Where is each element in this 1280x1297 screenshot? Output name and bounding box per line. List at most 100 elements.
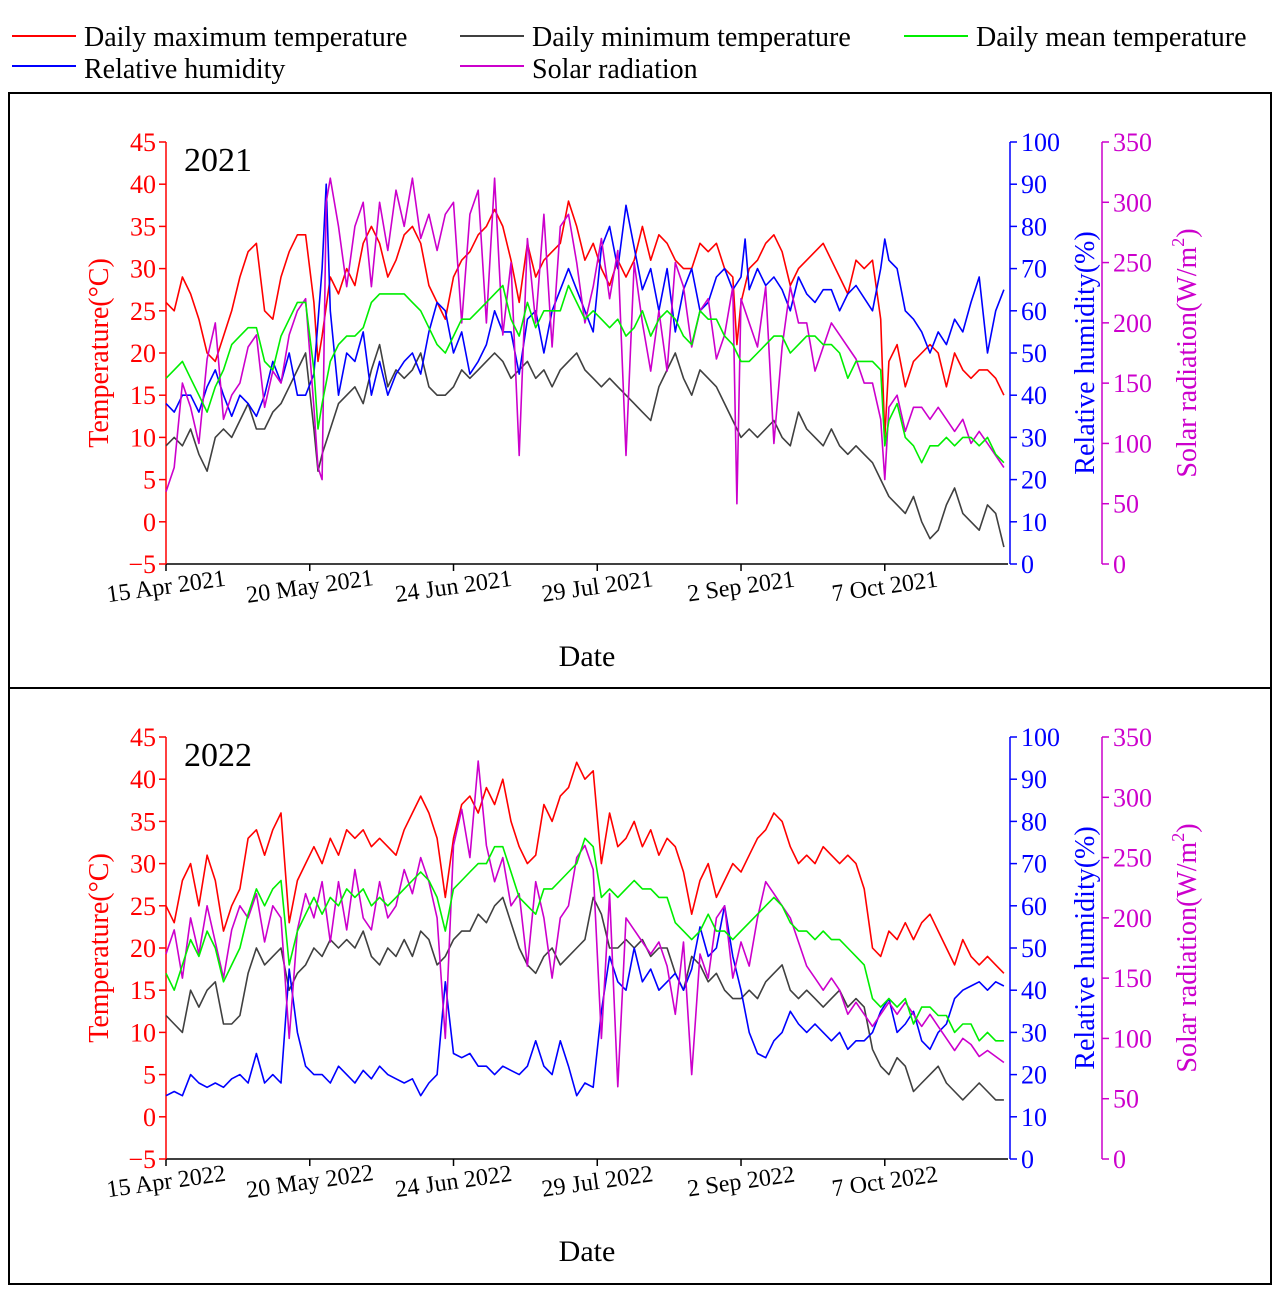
x-tick-label: 7 Oct 2022 [830,1162,939,1203]
temperature-tick-label: 35 [130,807,156,836]
series-line-tmin [165,896,1004,1101]
humidity-tick-label: 80 [1021,212,1047,241]
legend-label-tmin: Daily minimum temperature [532,22,851,53]
temperature-tick-label: 40 [130,765,156,794]
humidity-tick-label: 90 [1021,170,1047,199]
legend-item-rad: Solar radiation [460,54,698,85]
temperature-tick-label: 0 [143,1103,156,1132]
humidity-tick-label: 80 [1021,807,1047,836]
radiation-tick-label: 350 [1113,723,1152,752]
x-tick-label: 20 May 2021 [245,565,375,609]
temperature-axis-title: Temperature(°C) [84,853,115,1043]
x-tick-label: 7 Oct 2021 [830,567,939,608]
temperature-tick-label: 15 [130,976,156,1005]
temperature-tick-label: 45 [130,723,156,752]
temperature-tick-label: 30 [130,255,156,284]
humidity-axis-title: Relative humidity(%) [1070,826,1101,1069]
humidity-tick-label: 70 [1021,850,1047,879]
series-line-rad [165,760,1005,1088]
humidity-tick-label: 20 [1021,1061,1047,1090]
series-line-rh [165,183,1005,418]
temperature-tick-label: 35 [130,212,156,241]
temperature-tick-label: 20 [130,934,156,963]
temperature-tick-label: 45 [130,128,156,157]
temperature-tick-label: 30 [130,850,156,879]
temperature-tick-label: 15 [130,381,156,410]
radiation-tick-label: 300 [1113,783,1152,812]
radiation-tick-label: 100 [1113,429,1152,458]
humidity-tick-label: 10 [1021,1103,1047,1132]
humidity-tick-label: 30 [1021,423,1047,452]
legend-label-tmax: Daily maximum temperature [84,22,407,53]
legend-label-rh: Relative humidity [84,54,285,85]
humidity-tick-label: 10 [1021,508,1047,537]
legend-item-tmean: Daily mean temperature [904,22,1247,53]
humidity-tick-label: 60 [1021,297,1047,326]
radiation-tick-label: 100 [1113,1024,1152,1053]
temperature-tick-label: 40 [130,170,156,199]
chart-panel-2021: 2021 15 Apr 2021 20 May 2021 24 Jun 2021 29 … [8,92,1272,689]
radiation-tick-label: 150 [1113,369,1152,398]
humidity-tick-label: 40 [1021,381,1047,410]
x-axis-title: Date [559,640,616,673]
temperature-tick-label: 25 [130,892,156,921]
x-tick-label: 15 Apr 2021 [105,566,227,608]
x-tick-label: 2 Sep 2022 [686,1162,797,1203]
series-line-rad [165,177,1005,505]
radiation-tick-label: 150 [1113,964,1152,993]
humidity-tick-label: 100 [1021,128,1060,157]
legend-item-tmax: Daily maximum temperature [12,22,407,53]
radiation-axis-title: Solar radiation(W/m2) [1168,823,1203,1072]
humidity-tick-label: 0 [1021,550,1034,579]
radiation-tick-label: 50 [1113,490,1139,519]
radiation-tick-label: 50 [1113,1085,1139,1114]
radiation-tick-label: 300 [1113,188,1152,217]
radiation-tick-label: 0 [1113,1145,1126,1174]
humidity-axis-title: Relative humidity(%) [1070,231,1101,474]
humidity-tick-label: 0 [1021,1145,1034,1174]
series-line-tmean [165,837,1004,1042]
temperature-tick-label: 25 [130,297,156,326]
x-tick-label: 2 Sep 2021 [686,567,797,608]
radiation-axis-title: Solar radiation(W/m2) [1168,228,1203,477]
temperature-tick-label: −5 [128,550,156,579]
temperature-tick-label: 20 [130,339,156,368]
humidity-tick-label: 60 [1021,892,1047,921]
x-axis-title: Date [559,1235,616,1268]
temperature-tick-label: 10 [130,1018,156,1047]
x-tick-label: 24 Jun 2021 [394,566,514,608]
year-title: 2022 [184,737,252,774]
radiation-tick-label: 250 [1113,844,1152,873]
series-line-tmin [165,343,1005,548]
x-tick-label: 24 Jun 2022 [394,1161,514,1203]
humidity-tick-label: 100 [1021,723,1060,752]
radiation-tick-label: 350 [1113,128,1152,157]
temperature-tick-label: 10 [130,423,156,452]
year-title: 2021 [184,142,252,179]
chart-2021: 2021 15 Apr 2021 20 May 2021 24 Jun 2021 29 … [84,128,1203,673]
humidity-tick-label: 40 [1021,976,1047,1005]
temperature-tick-label: 5 [143,1061,156,1090]
radiation-tick-label: 200 [1113,309,1152,338]
series-line-tmax [165,761,1005,974]
series-line-tmean [165,284,1005,464]
series-line-rh [165,905,1005,1097]
radiation-tick-label: 200 [1113,904,1152,933]
radiation-tick-label: 0 [1113,550,1126,579]
chart-panel-2022: 2022 15 Apr 2022 20 May 2022 24 Jun 2022 29 … [8,687,1272,1285]
humidity-tick-label: 50 [1021,339,1047,368]
legend-item-rh: Relative humidity [12,54,285,85]
x-tick-label: 29 Jul 2022 [540,1161,655,1202]
temperature-tick-label: −5 [128,1145,156,1174]
temperature-tick-label: 5 [143,466,156,495]
x-tick-label: 15 Apr 2022 [105,1161,227,1203]
radiation-tick-label: 250 [1113,249,1152,278]
humidity-tick-label: 20 [1021,466,1047,495]
legend: Daily maximum temperature Daily minimum … [12,22,1247,85]
humidity-tick-label: 50 [1021,934,1047,963]
humidity-tick-label: 70 [1021,255,1047,284]
legend-item-tmin: Daily minimum temperature [460,22,851,53]
humidity-tick-label: 30 [1021,1018,1047,1047]
temperature-tick-label: 0 [143,508,156,537]
temperature-axis-title: Temperature(°C) [84,258,115,448]
